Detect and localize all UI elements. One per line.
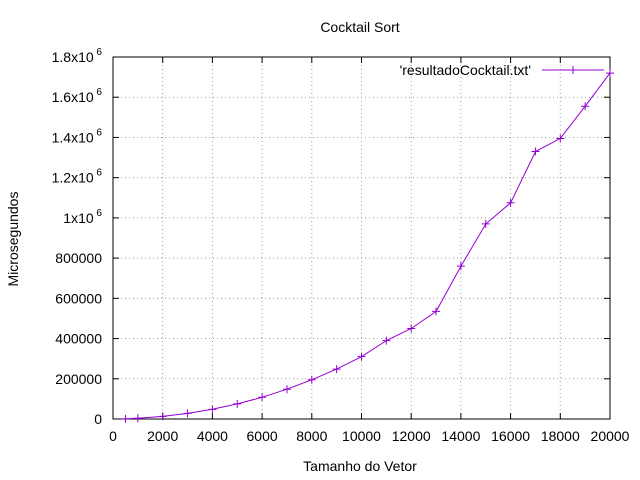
plot-border (112, 56, 611, 420)
x-tick-label: 12000 (392, 428, 431, 444)
x-tick-label: 10000 (342, 428, 381, 444)
data-point (183, 409, 192, 418)
tick-labels: 0 2000 4000 6000 8000 10000 12000 14000 16000 180… (52, 47, 630, 444)
legend-marker (569, 66, 577, 74)
data-point (133, 414, 142, 423)
legend: 'resultadoCocktail.txt' (400, 62, 604, 78)
x-tick-label: 4000 (197, 428, 228, 444)
data-point (556, 134, 565, 143)
series-group (121, 69, 614, 423)
data-point (432, 307, 441, 316)
data-point (456, 262, 465, 271)
y-tick-label: 200000 (55, 371, 102, 387)
x-tick-label: 14000 (441, 428, 480, 444)
x-tick-label: 8000 (296, 428, 327, 444)
x-tick-label: 20000 (591, 428, 630, 444)
data-point (121, 414, 130, 423)
data-point (606, 69, 614, 78)
data-point (481, 219, 490, 228)
y-axis-label: Microsegundos (5, 192, 21, 287)
legend-label: 'resultadoCocktail.txt' (400, 62, 531, 78)
y-tick-label: 1x10 6 (63, 208, 102, 226)
y-tick-label: 1.2x10 6 (52, 168, 103, 186)
data-point (382, 336, 391, 345)
grid (113, 57, 610, 419)
x-axis-label: Tamanho do Vetor (303, 458, 417, 474)
chart-title: Cocktail Sort (320, 19, 399, 35)
x-tick-label: 16000 (491, 428, 530, 444)
data-point (158, 412, 167, 421)
y-tick-label: 800000 (55, 250, 102, 266)
series-line (125, 72, 611, 420)
data-point (282, 385, 291, 394)
x-tick-label: 6000 (247, 428, 278, 444)
y-tick-label: 1.8x10 6 (52, 47, 103, 65)
data-point (332, 365, 341, 374)
data-point (208, 405, 217, 414)
data-point (506, 198, 515, 207)
data-point (357, 352, 366, 361)
data-point (531, 147, 540, 156)
data-point (233, 399, 242, 408)
y-tick-label: 600000 (55, 290, 102, 306)
x-tick-label: 18000 (541, 428, 580, 444)
data-point (407, 324, 416, 333)
data-point (258, 393, 267, 402)
y-tick-label: 400000 (55, 331, 102, 347)
x-tick-label: 2000 (147, 428, 178, 444)
y-tick-label: 1.4x10 6 (52, 127, 103, 145)
y-tick-label: 1.6x10 6 (52, 87, 103, 105)
x-tick-label: 0 (109, 428, 117, 444)
y-tick-label: 0 (94, 411, 102, 427)
data-point (307, 375, 316, 384)
data-point (581, 102, 590, 111)
